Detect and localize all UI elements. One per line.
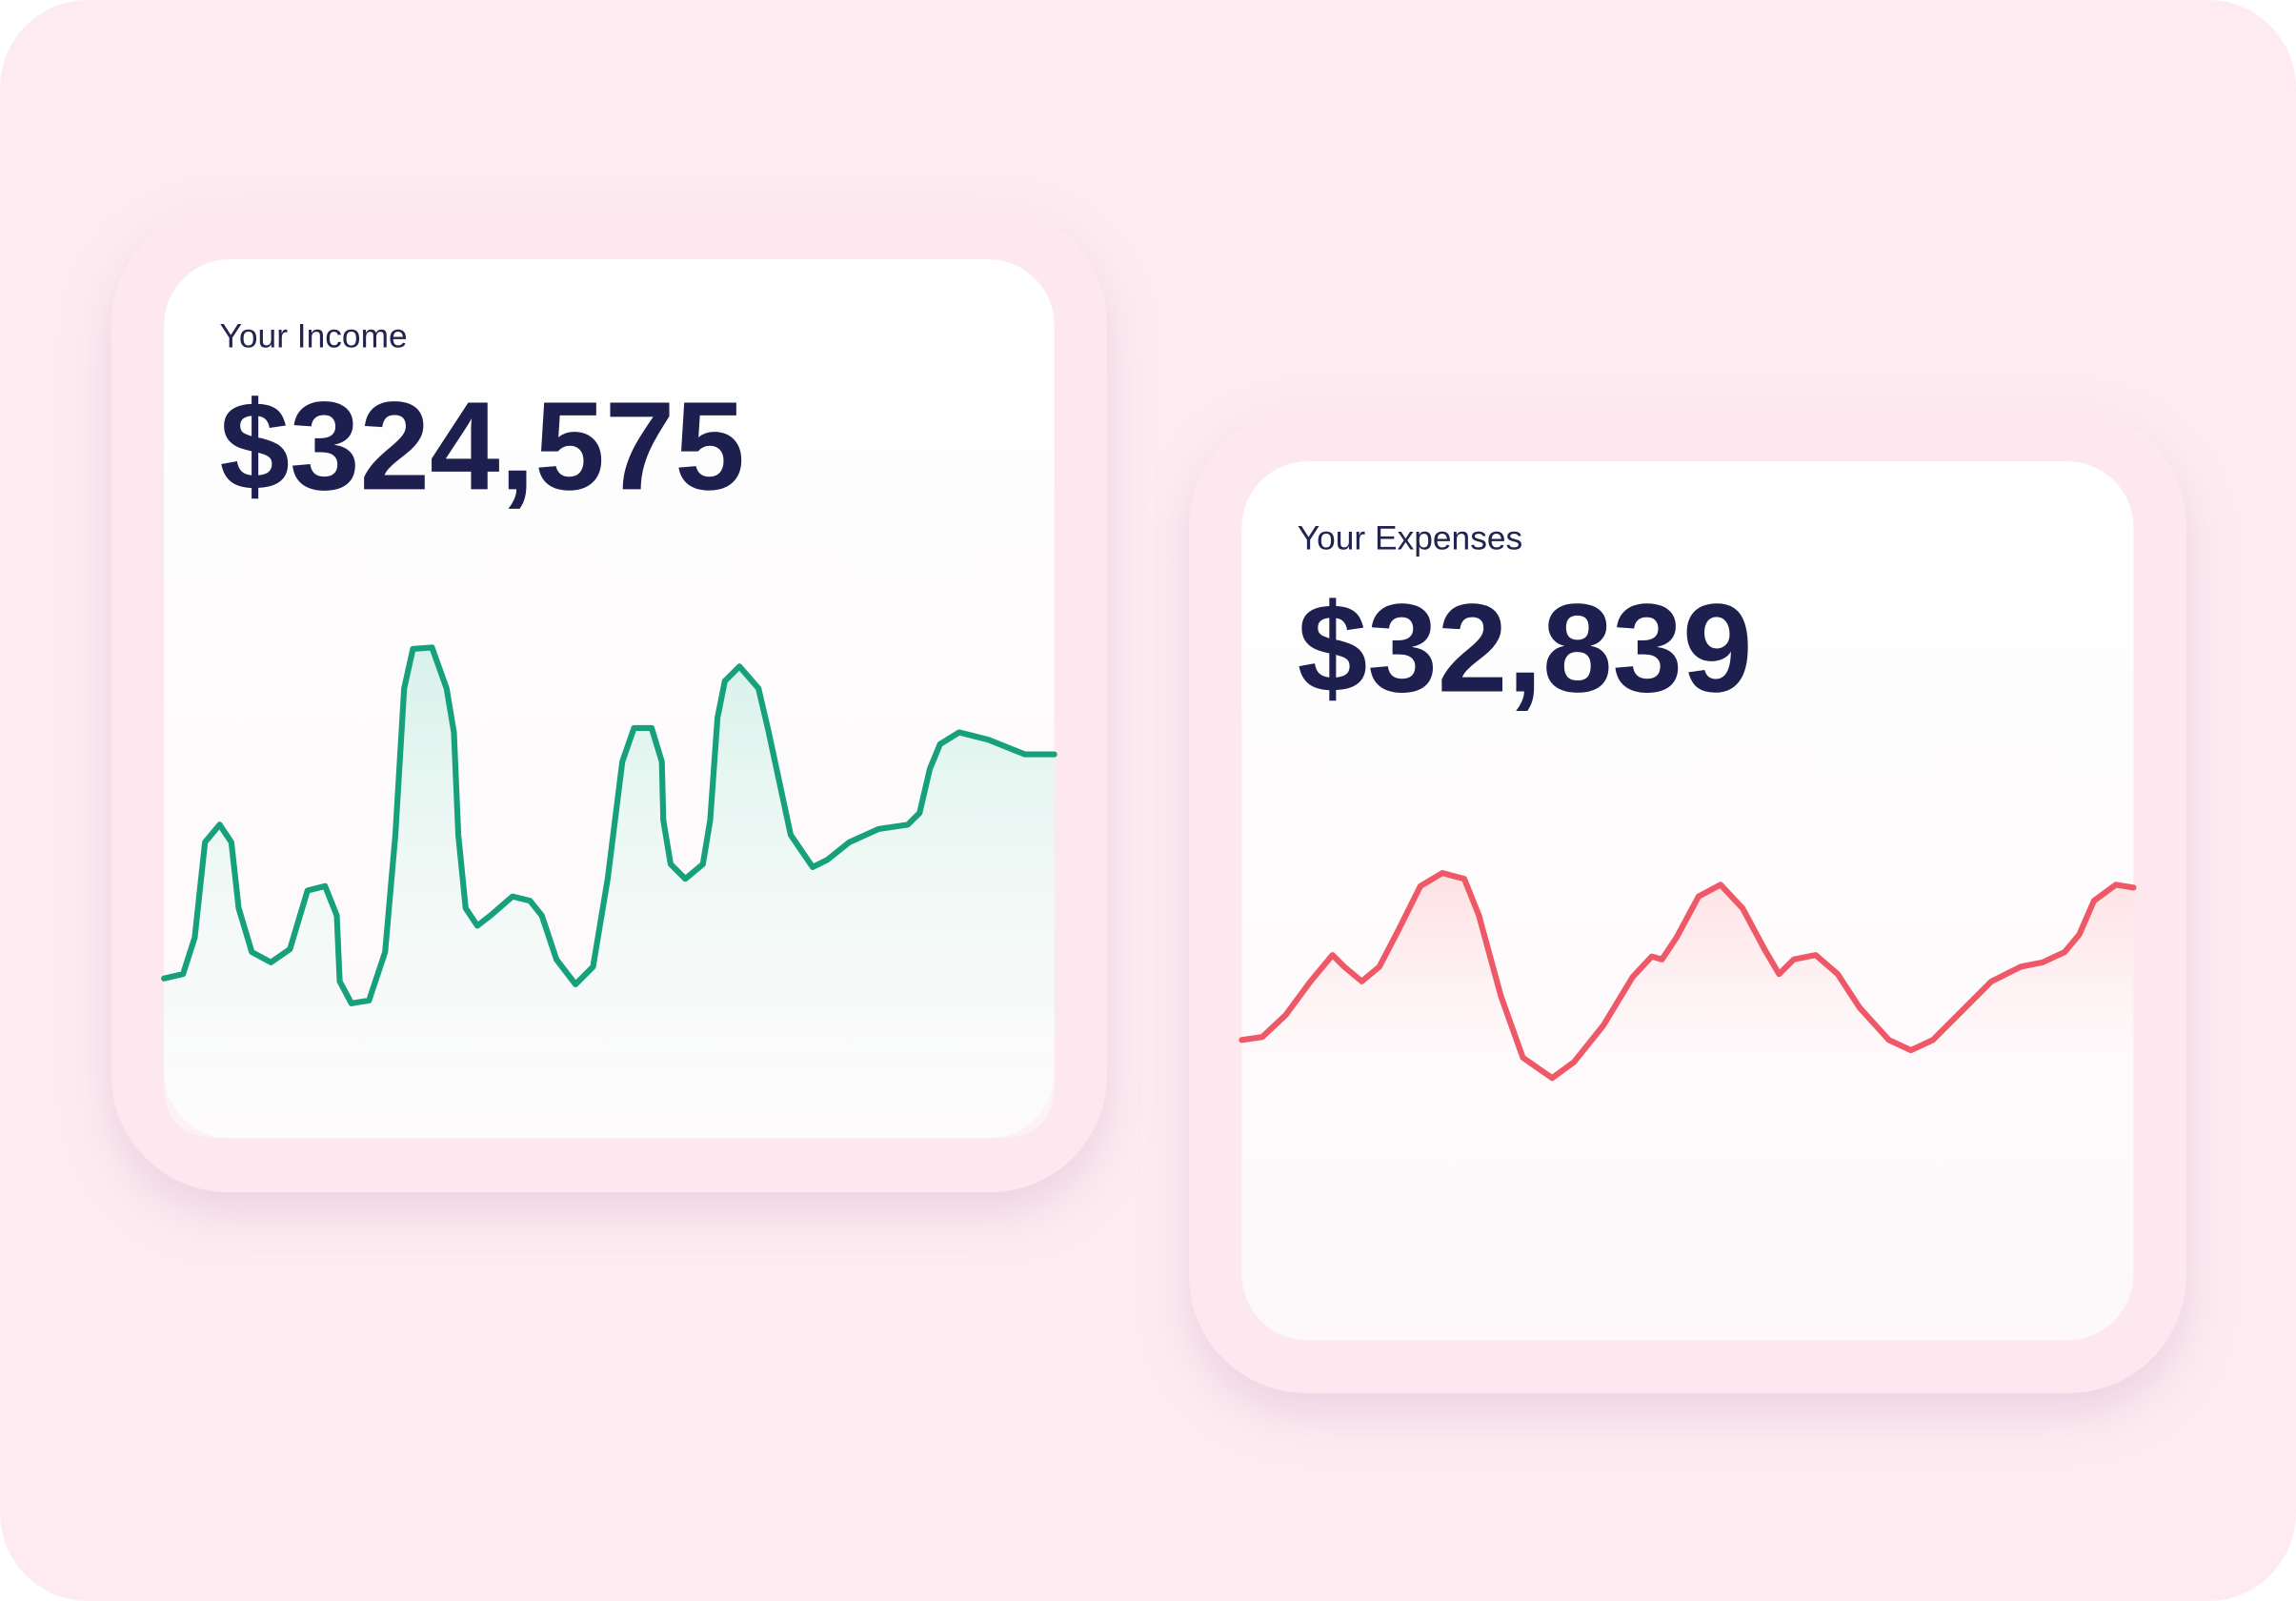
expenses-line [1239, 870, 2137, 1082]
income-area [164, 647, 1055, 1139]
card-panel [1241, 461, 2134, 1341]
income-label: Your Income [220, 317, 408, 355]
expenses-card: Your Expenses $32,839 [1189, 408, 2186, 1393]
expenses-amount: $32,839 [1298, 578, 1753, 719]
income-card: Your Income $324,575 [111, 206, 1107, 1193]
income-amount: $324,575 [220, 375, 745, 517]
income-line [161, 644, 1057, 1006]
expenses-label: Your Expenses [1298, 519, 1522, 557]
expenses-area [1241, 873, 2134, 1114]
